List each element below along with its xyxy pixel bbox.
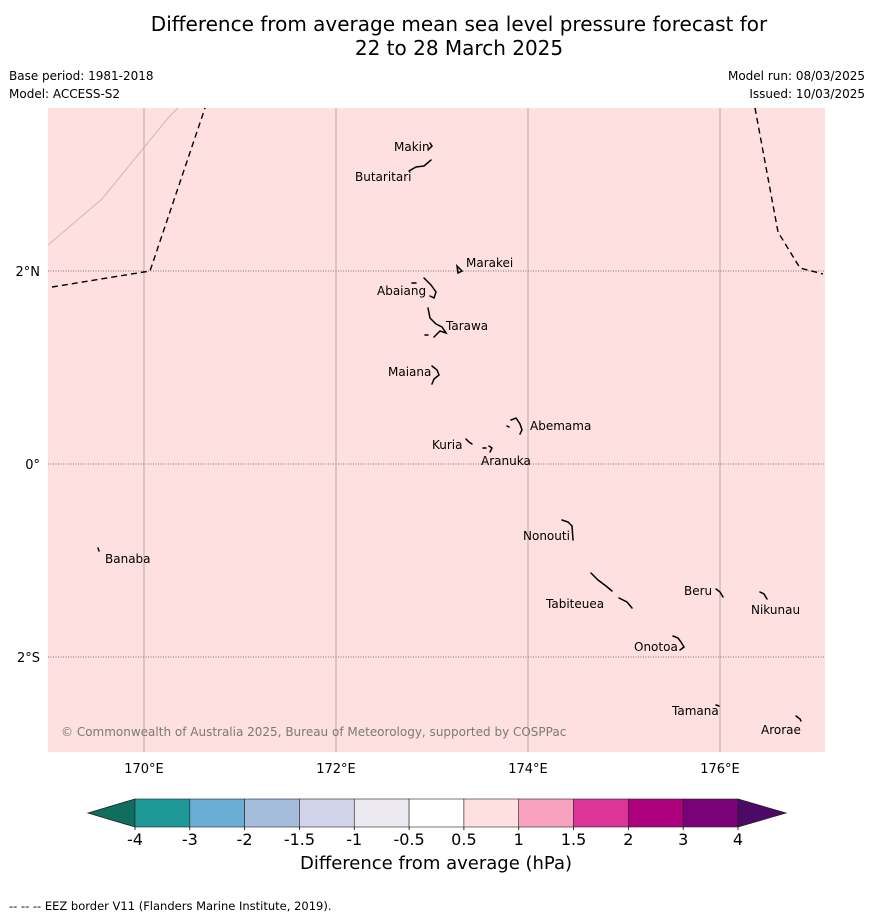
meta-left: Base period: 1981-2018 Model: ACCESS-S2 <box>9 67 154 103</box>
island-outline <box>590 572 633 609</box>
island-label: Kuria <box>432 438 463 452</box>
island-outline <box>795 715 802 722</box>
colorbar-tick-label: 0.5 <box>451 830 476 849</box>
island-label: Tarawa <box>445 319 488 333</box>
lon-tick-label: 170°E <box>124 762 164 777</box>
colorbar-tick-label: 3 <box>678 830 688 849</box>
lon-tick-label: 176°E <box>700 762 740 777</box>
island-outline <box>715 704 720 707</box>
island-outline <box>431 365 440 385</box>
colorbar-swatch <box>353 798 410 828</box>
lat-tick-label: 2°N <box>16 265 41 280</box>
lat-tick-label: 2°S <box>17 651 40 666</box>
island-outline <box>506 417 523 435</box>
island-outline <box>411 277 437 300</box>
island-label: Aranuka <box>481 454 531 468</box>
base-period: Base period: 1981-2018 <box>9 69 154 83</box>
island-label: Makin <box>394 140 430 154</box>
colorbar-high-extend <box>737 798 788 828</box>
eez-border-east <box>754 107 824 275</box>
lon-tick-label: 172°E <box>316 762 356 777</box>
colorbar-swatch <box>518 798 574 828</box>
issued-date: Issued: 10/03/2025 <box>749 87 865 101</box>
island-label: Tabiteuea <box>545 597 604 611</box>
colorbar-swatch <box>244 798 300 828</box>
title-line-2: 22 to 28 March 2025 <box>354 36 564 60</box>
island-outline <box>482 445 493 453</box>
colorbar-tick-label: -4 <box>127 830 143 849</box>
map-fill <box>48 108 825 752</box>
colorbar-tick-label: 1.5 <box>561 830 586 849</box>
island-outline <box>424 307 448 338</box>
island-label: Arorae <box>761 723 801 737</box>
colorbar-swatch <box>408 798 465 828</box>
footnote: -- -- -- EEZ border V11 (Flanders Marine… <box>9 899 332 913</box>
island-outline <box>715 588 724 598</box>
island-outline <box>672 635 685 651</box>
colorbar-swatch <box>134 798 191 828</box>
meta-right: Model run: 08/03/2025 Issued: 10/03/2025 <box>728 67 865 103</box>
colorbar-tick-label: -3 <box>182 830 198 849</box>
colorbar-tick-label: 2 <box>623 830 633 849</box>
island-label: Abaiang <box>377 284 426 298</box>
island-label: Nonouti <box>523 529 570 543</box>
colorbar-swatch <box>189 798 245 828</box>
model-run: Model run: 08/03/2025 <box>727 69 865 83</box>
island-label: Abemama <box>530 419 591 433</box>
colorbar-tick-label: 4 <box>733 830 743 849</box>
island-label: Butaritari <box>355 170 412 184</box>
island-label: Onotoa <box>634 640 678 654</box>
island-outline <box>561 519 574 541</box>
island-outline <box>408 159 432 172</box>
island-outline <box>759 591 768 600</box>
island-label: Marakei <box>466 256 513 270</box>
colorbar-swatch <box>463 798 520 828</box>
island-label: Tamana <box>671 704 719 718</box>
island-label: Banaba <box>105 552 151 566</box>
colorbar-tick-label: -2 <box>237 830 253 849</box>
colorbar-label: Difference from average (hPa) <box>299 853 573 874</box>
colorbar-swatch <box>573 798 629 828</box>
colorbar-swatch <box>628 798 684 828</box>
island-label: Beru <box>684 584 712 598</box>
island-outline <box>455 263 464 275</box>
contour-line <box>47 107 179 246</box>
colorbar-tick-label: -1 <box>346 830 362 849</box>
colorbar-swatch <box>299 798 355 828</box>
island-outline <box>428 142 433 150</box>
colorbar-low-extend <box>86 798 136 828</box>
model-name: Model: ACCESS-S2 <box>9 87 121 101</box>
colorbar-tick-label: 1 <box>514 830 524 849</box>
title-line-1: Difference from average mean sea level p… <box>150 12 768 36</box>
island-label: Nikunau <box>751 603 800 617</box>
lat-tick-label: 0° <box>25 458 40 473</box>
colorbar-tick-label: -1.5 <box>284 830 315 849</box>
island-outline <box>97 547 100 552</box>
island-label: Maiana <box>388 365 431 379</box>
page-title: Difference from average mean sea level p… <box>0 12 873 60</box>
island-outline <box>465 438 473 445</box>
colorbar-tick-label: -0.5 <box>393 830 424 849</box>
lon-tick-label: 174°E <box>508 762 548 777</box>
eez-border-west <box>51 107 206 288</box>
colorbar-swatch <box>682 798 739 828</box>
copyright-text: © Commonwealth of Australia 2025, Bureau… <box>61 725 566 739</box>
